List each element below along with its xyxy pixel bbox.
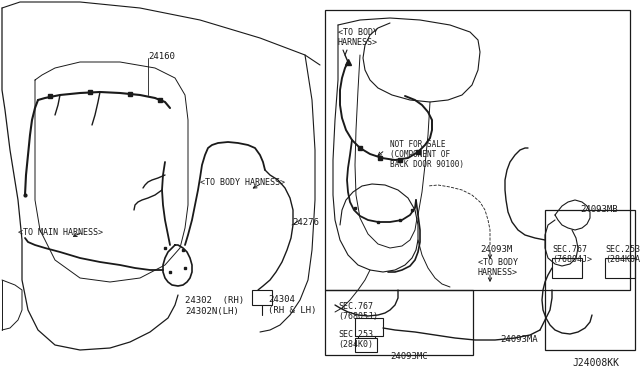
Text: (284K0): (284K0) [338, 340, 373, 349]
Bar [252, 290, 272, 305]
Bar [355, 338, 377, 352]
Text: NOT FOR SALE: NOT FOR SALE [390, 140, 445, 149]
Text: 24302N(LH): 24302N(LH) [185, 307, 239, 316]
Text: 24093M: 24093M [480, 245, 512, 254]
Bar [545, 210, 635, 350]
Text: SEC.767: SEC.767 [552, 245, 587, 254]
Text: 24276: 24276 [292, 218, 319, 227]
Text: <TO BODY: <TO BODY [478, 258, 518, 267]
Text: (76804J>: (76804J> [552, 255, 592, 264]
Text: SEC.253: SEC.253 [605, 245, 640, 254]
Text: <TO BODY HARNESS>: <TO BODY HARNESS> [200, 178, 285, 187]
Text: <TO BODY: <TO BODY [338, 28, 378, 37]
Bar [325, 10, 630, 290]
Text: 24160: 24160 [148, 52, 175, 61]
Text: HARNESS>: HARNESS> [478, 268, 518, 277]
Text: HARNESS>: HARNESS> [338, 38, 378, 47]
Text: 24093MA: 24093MA [500, 335, 538, 344]
Bar [355, 318, 383, 336]
Text: SEC.253: SEC.253 [338, 330, 373, 339]
Text: (RH & LH): (RH & LH) [268, 306, 316, 315]
Text: 24093MB: 24093MB [580, 205, 618, 214]
Text: 24093MC: 24093MC [390, 352, 428, 361]
Text: (284K0A>: (284K0A> [605, 255, 640, 264]
Bar [552, 258, 582, 278]
Text: SEC.767: SEC.767 [338, 302, 373, 311]
Text: 24302  (RH): 24302 (RH) [185, 296, 244, 305]
Text: (COMPONENT OF: (COMPONENT OF [390, 150, 450, 159]
Text: J24008KK: J24008KK [572, 358, 619, 368]
Text: BACK DOOR 90100): BACK DOOR 90100) [390, 160, 464, 169]
Bar [325, 290, 473, 355]
Bar [605, 258, 635, 278]
Text: <TO MAIN HARNESS>: <TO MAIN HARNESS> [18, 228, 103, 237]
Text: 24304: 24304 [268, 295, 295, 304]
Text: (76805J): (76805J) [338, 312, 378, 321]
